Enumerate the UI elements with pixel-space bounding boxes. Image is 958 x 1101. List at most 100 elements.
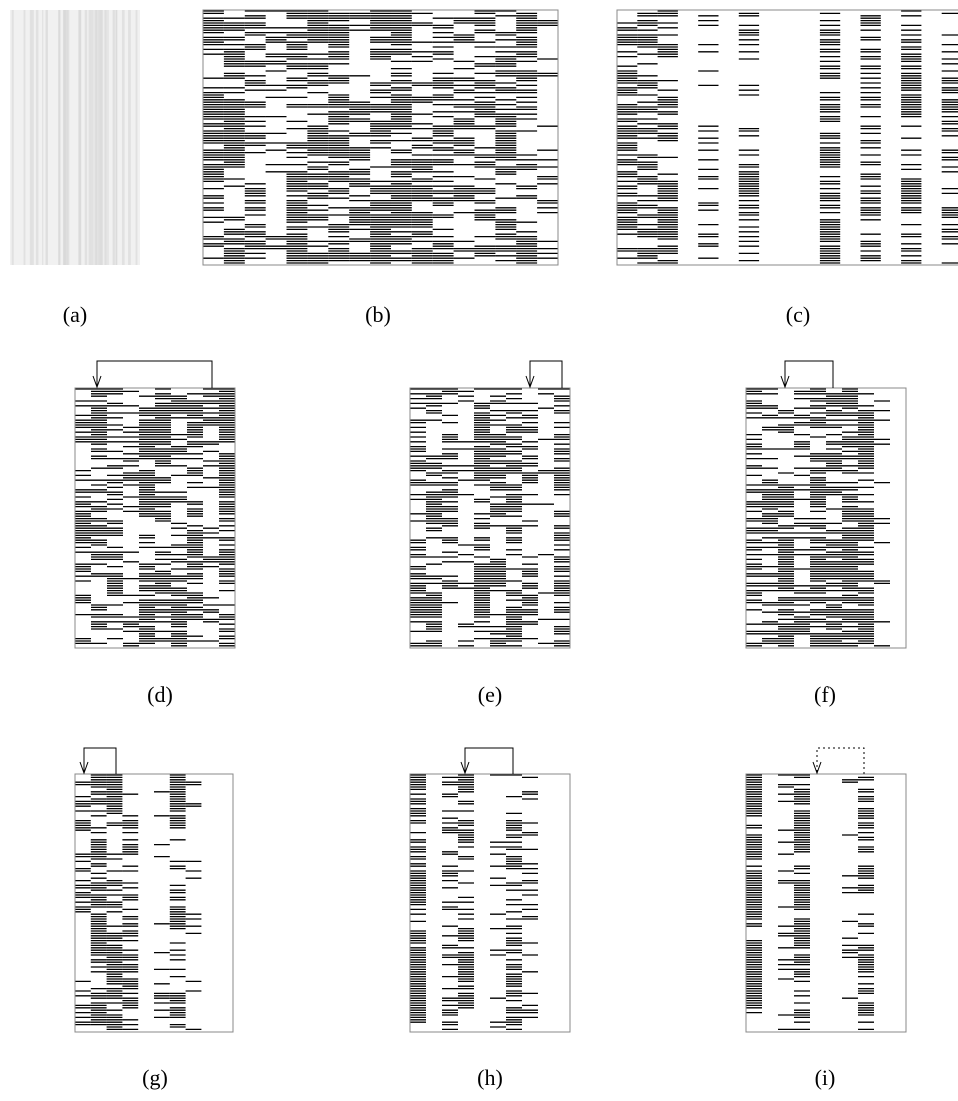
- panel-frame: [745, 773, 907, 1033]
- panel-label: (f): [814, 682, 836, 707]
- matrix-column: [842, 779, 858, 999]
- matrix-column: [506, 388, 522, 647]
- matrix-column: [826, 393, 842, 647]
- matrix-column: [874, 400, 890, 647]
- matrix-column: [762, 388, 778, 645]
- matrix-column: [442, 388, 458, 604]
- matrix-column: [91, 388, 107, 645]
- matrix-column: [794, 390, 810, 635]
- matrix-column: [474, 10, 496, 257]
- matrix-column: [746, 774, 762, 1014]
- matrix-column: [223, 17, 245, 264]
- matrix-column: [819, 12, 841, 264]
- matrix-column: [506, 774, 522, 1031]
- panel-label: (h): [477, 1065, 503, 1090]
- panel: (d): [74, 360, 236, 707]
- panel-frame: [745, 387, 907, 649]
- matrix-column: [154, 791, 170, 1019]
- matrix-column: [307, 10, 329, 264]
- matrix-column: [617, 22, 638, 259]
- matrix-column: [107, 388, 123, 640]
- panel: (g): [74, 747, 234, 1090]
- matrix-column: [490, 774, 506, 1028]
- swap-arrow: [529, 360, 563, 388]
- matrix-column: [203, 10, 224, 259]
- matrix-column: [442, 776, 458, 1031]
- matrix-column: [203, 388, 219, 642]
- matrix-column: [778, 409, 794, 647]
- arrow-head: [460, 761, 470, 775]
- swap-arrow: [784, 360, 834, 388]
- matrix-column: [490, 388, 506, 647]
- matrix-column: [495, 10, 517, 262]
- matrix-column: [554, 388, 570, 647]
- matrix-column: [411, 12, 433, 264]
- panel: (e): [409, 360, 571, 707]
- matrix-column: [858, 776, 874, 1031]
- panel-frame: [74, 387, 236, 649]
- arrow-head: [79, 761, 89, 775]
- matrix-column: [122, 793, 139, 1031]
- panel: (c): [616, 9, 958, 327]
- panel-label: (b): [365, 302, 391, 327]
- matrix-column: [901, 10, 922, 264]
- panel-label: (g): [142, 1065, 168, 1090]
- matrix-column: [458, 774, 474, 1009]
- panel: (f): [745, 360, 907, 707]
- matrix-column: [185, 781, 202, 1031]
- matrix-column: [458, 390, 474, 647]
- swap-arrow: [464, 747, 514, 774]
- matrix-column: [698, 15, 719, 259]
- matrix-column: [410, 388, 426, 647]
- panel-label: (a): [63, 302, 87, 327]
- matrix-column: [244, 10, 266, 259]
- matrix-column: [522, 776, 538, 1019]
- panel-frame: [74, 773, 234, 1033]
- matrix-column: [349, 12, 371, 262]
- panel: (b): [202, 9, 559, 327]
- panel-frame: [616, 9, 958, 266]
- swap-arrow: [83, 747, 117, 774]
- panel: (i): [745, 747, 907, 1090]
- panel-frame: [409, 387, 571, 649]
- matrix-column: [426, 388, 442, 647]
- panel-label: (d): [147, 682, 173, 707]
- matrix-column: [155, 388, 171, 642]
- arrow-head: [92, 375, 102, 389]
- matrix-column: [286, 10, 308, 264]
- arrow-head: [525, 375, 535, 389]
- matrix-column: [538, 388, 554, 645]
- panel: (a): [10, 10, 140, 327]
- swap-arrow: [96, 360, 213, 388]
- matrix-column: [794, 774, 810, 1031]
- matrix-column: [75, 388, 91, 645]
- matrix-column: [516, 12, 538, 264]
- panel-image: [10, 10, 140, 265]
- matrix-column: [90, 774, 107, 1026]
- matrix-column: [860, 15, 881, 262]
- panel-label: (c): [786, 302, 810, 327]
- matrix-column: [537, 19, 558, 259]
- matrix-column: [738, 12, 760, 262]
- matrix-column: [858, 393, 874, 645]
- panel-label: (e): [478, 682, 502, 707]
- matrix-column: [390, 10, 412, 262]
- matrix-column: [810, 388, 826, 647]
- matrix-column: [106, 774, 123, 1031]
- matrix-column: [123, 390, 139, 647]
- matrix-column: [657, 10, 678, 264]
- swap-arrow: [816, 747, 865, 774]
- matrix-column: [219, 388, 235, 647]
- matrix-column: [453, 17, 475, 259]
- panel-label: (i): [815, 1065, 836, 1090]
- matrix-column: [778, 774, 794, 1031]
- matrix-column: [746, 388, 762, 647]
- matrix-column: [75, 781, 91, 1026]
- panel: (h): [409, 747, 571, 1090]
- matrix-column: [370, 10, 391, 264]
- matrix-column: [171, 395, 187, 647]
- panel-frame: [409, 773, 571, 1033]
- matrix-column: [169, 774, 186, 1028]
- matrix-column: [941, 12, 958, 264]
